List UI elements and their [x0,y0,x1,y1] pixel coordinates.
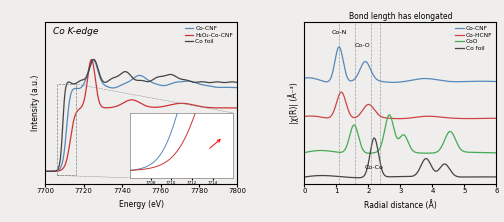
Co foil [196,81,202,83]
Co foil [415,170,421,172]
H₂O₂-Co-CNF [127,99,133,101]
Co-CNF [90,58,96,61]
H₂O₂-Co-CNF [120,102,126,104]
Co-CNF [192,81,198,84]
Co foil [174,76,180,79]
Co-HCNF [338,91,344,93]
Co foil [127,73,133,76]
Co-CNF [351,78,357,81]
Co foil [91,58,97,61]
Co-CNF [336,46,342,49]
X-axis label: Radial distance (Å): Radial distance (Å) [364,200,437,210]
Co foil [355,176,361,179]
Line: Co-CNF: Co-CNF [304,47,496,82]
Co-CNF [234,86,240,89]
Co foil [447,168,453,170]
Co-CNF [62,144,68,147]
Co foil [336,175,342,178]
CoO [366,152,372,155]
Co foil [234,81,240,84]
CoO [389,119,395,122]
Co foil [120,71,126,74]
Co-CNF [120,83,126,85]
Co foil [430,168,436,170]
H₂O₂-Co-CNF [88,58,94,61]
Text: Co-N: Co-N [331,30,347,35]
Co foil [301,176,307,178]
Line: Co-HCNF: Co-HCNF [304,92,496,119]
Co-CNF [493,80,499,83]
CoO [415,152,421,154]
Text: Co-O: Co-O [355,43,370,48]
Co foil [351,176,357,179]
Bar [57,84,76,175]
H₂O₂-Co-CNF [62,164,68,166]
CoO [387,113,393,116]
CoO [301,151,307,154]
Co-CNF [42,170,48,173]
Co-HCNF [493,117,499,120]
Line: CoO: CoO [304,115,496,153]
Co-HCNF [396,117,402,120]
Co foil [62,92,68,95]
H₂O₂-Co-CNF [42,170,48,173]
CoO [351,124,357,126]
Co-CNF [390,81,396,84]
Co foil [192,81,198,84]
Legend: Co-CNF, H₂O₂-Co-CNF, Co foil: Co-CNF, H₂O₂-Co-CNF, Co foil [184,25,234,46]
Co-CNF [174,81,180,83]
Co-CNF [430,78,436,81]
H₂O₂-Co-CNF [192,104,198,107]
Co-HCNF [415,116,421,118]
Line: H₂O₂-Co-CNF: H₂O₂-Co-CNF [45,59,237,171]
Co-CNF [196,82,202,85]
Co-CNF [389,81,395,84]
X-axis label: Energy (eV): Energy (eV) [119,200,164,209]
Line: Co-CNF: Co-CNF [45,59,237,171]
Co foil [389,175,395,178]
H₂O₂-Co-CNF [196,105,202,107]
Co-CNF [447,80,453,83]
Co-HCNF [389,117,395,120]
Line: Co foil: Co foil [45,59,237,171]
CoO [336,151,342,154]
Co-CNF [336,46,342,48]
Co-HCNF [351,116,357,119]
H₂O₂-Co-CNF [174,102,180,105]
Title: Bond length has elongated: Bond length has elongated [349,12,452,21]
Co-HCNF [336,95,342,98]
Y-axis label: Intensity (a.u.): Intensity (a.u.) [31,75,40,131]
Co foil [42,170,48,173]
Co foil [371,137,377,139]
Co-CNF [301,77,307,79]
CoO [430,152,436,154]
Text: Co-Co: Co-Co [365,165,384,170]
Co-HCNF [301,115,307,118]
Y-axis label: |χ(R)| (Å⁻³): |χ(R)| (Å⁻³) [288,82,299,124]
Text: Co K-edge: Co K-edge [53,27,98,36]
CoO [493,152,499,154]
Legend: Co-CNF, Co-HCNF, CoO, Co foil: Co-CNF, Co-HCNF, CoO, Co foil [454,25,493,52]
H₂O₂-Co-CNF [234,107,240,109]
Co-HCNF [430,115,436,118]
Co-CNF [415,78,421,80]
Co-CNF [127,79,133,82]
CoO [447,130,453,133]
Co foil [493,176,499,178]
Co-HCNF [447,117,453,119]
Line: Co foil: Co foil [304,138,496,178]
